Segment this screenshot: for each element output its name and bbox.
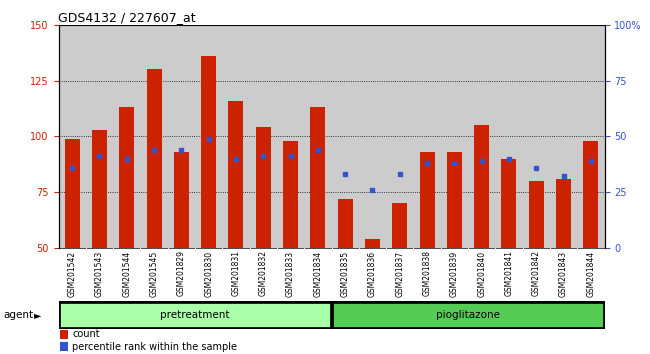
Bar: [550, 25, 577, 248]
Bar: [168, 25, 195, 248]
Bar: [228, 101, 244, 248]
Bar: [283, 141, 298, 248]
Text: GSM201543: GSM201543: [95, 251, 104, 297]
Bar: [60, 330, 68, 338]
Text: GSM201837: GSM201837: [395, 251, 404, 297]
Bar: [146, 69, 162, 248]
Text: pretreatment: pretreatment: [161, 310, 229, 320]
Text: GDS4132 / 227607_at: GDS4132 / 227607_at: [58, 11, 196, 24]
Text: GSM201834: GSM201834: [313, 251, 322, 297]
Text: GSM201840: GSM201840: [477, 251, 486, 297]
Bar: [250, 25, 277, 248]
Bar: [86, 25, 113, 248]
Bar: [474, 125, 489, 248]
Text: GSM201832: GSM201832: [259, 251, 268, 296]
Bar: [359, 25, 386, 248]
Text: ►: ►: [34, 310, 42, 320]
Bar: [556, 179, 571, 248]
Text: GSM201843: GSM201843: [559, 251, 568, 297]
Bar: [528, 181, 544, 248]
Text: count: count: [72, 329, 99, 339]
Bar: [195, 25, 222, 248]
Bar: [64, 138, 80, 248]
Text: GSM201830: GSM201830: [204, 251, 213, 297]
Text: GSM201842: GSM201842: [532, 251, 541, 296]
Bar: [201, 56, 216, 248]
Bar: [174, 152, 189, 248]
Bar: [419, 152, 435, 248]
Bar: [255, 127, 271, 248]
Bar: [523, 25, 550, 248]
Text: GSM201835: GSM201835: [341, 251, 350, 297]
Text: GSM201841: GSM201841: [504, 251, 514, 296]
Bar: [468, 25, 495, 248]
Text: GSM201544: GSM201544: [122, 251, 131, 297]
Bar: [413, 25, 441, 248]
Text: pioglitazone: pioglitazone: [436, 310, 500, 320]
Text: GSM201542: GSM201542: [68, 251, 77, 297]
Bar: [310, 107, 326, 248]
Bar: [577, 25, 605, 248]
Bar: [441, 25, 468, 248]
Text: GSM201836: GSM201836: [368, 251, 377, 297]
Bar: [337, 199, 353, 248]
Text: percentile rank within the sample: percentile rank within the sample: [72, 342, 237, 352]
Bar: [501, 159, 517, 248]
Bar: [222, 25, 250, 248]
Bar: [60, 303, 330, 327]
Bar: [392, 203, 408, 248]
Text: GSM201831: GSM201831: [231, 251, 240, 296]
Bar: [495, 25, 523, 248]
Text: agent: agent: [3, 310, 33, 320]
Bar: [58, 25, 86, 248]
Bar: [333, 303, 603, 327]
Text: GSM201844: GSM201844: [586, 251, 595, 297]
Bar: [92, 130, 107, 248]
Bar: [60, 342, 68, 351]
Text: GSM201838: GSM201838: [422, 251, 432, 296]
Bar: [119, 107, 135, 248]
Text: GSM201829: GSM201829: [177, 251, 186, 296]
Bar: [583, 141, 599, 248]
Text: GSM201545: GSM201545: [150, 251, 159, 297]
Bar: [365, 239, 380, 248]
Bar: [304, 25, 332, 248]
Text: GSM201833: GSM201833: [286, 251, 295, 297]
Bar: [332, 25, 359, 248]
Bar: [277, 25, 304, 248]
Bar: [386, 25, 413, 248]
Bar: [447, 152, 462, 248]
Text: GSM201839: GSM201839: [450, 251, 459, 297]
Bar: [113, 25, 140, 248]
Bar: [140, 25, 168, 248]
